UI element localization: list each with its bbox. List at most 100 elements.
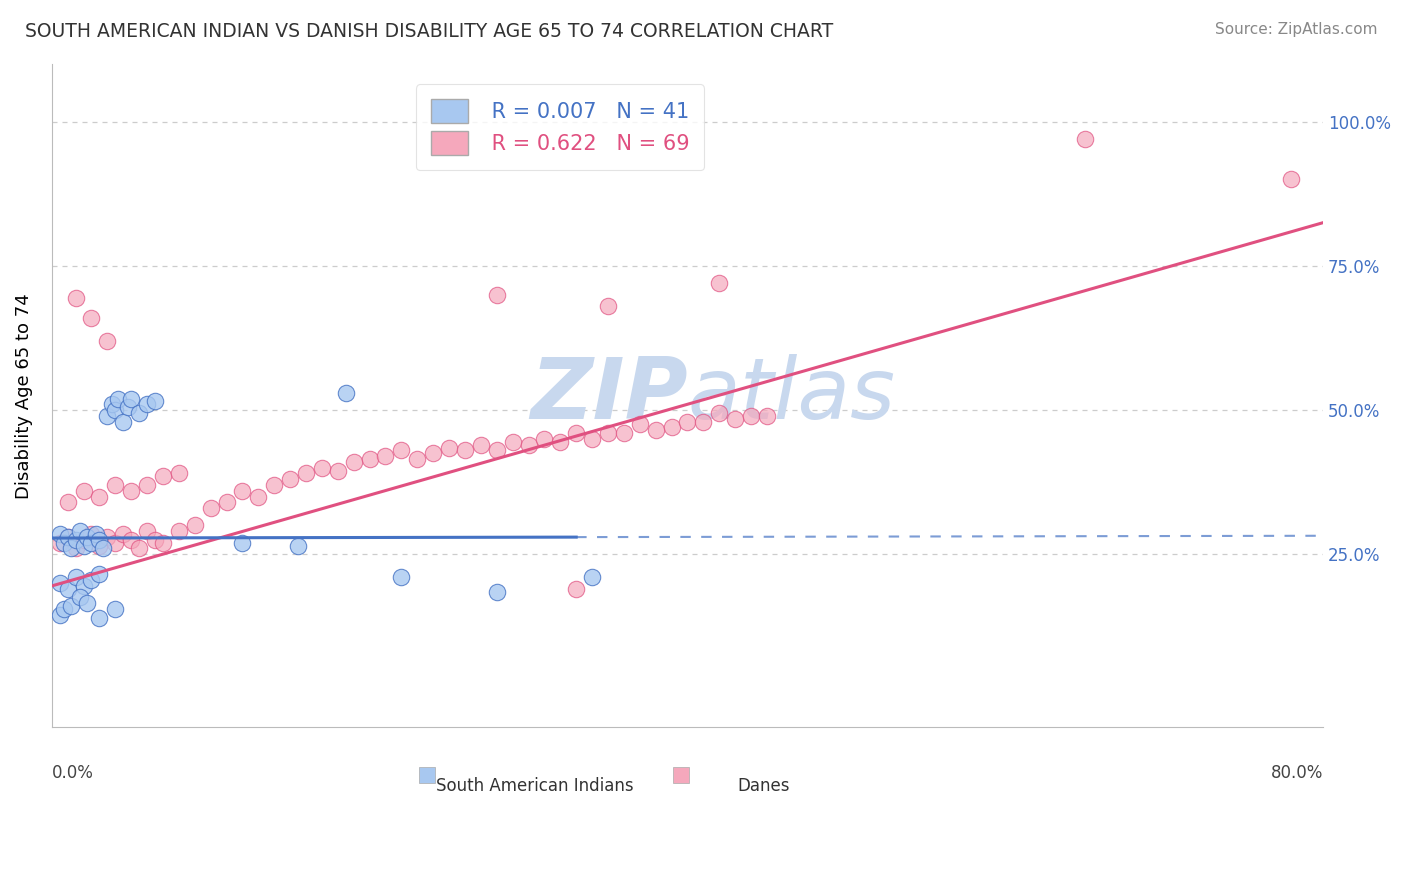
Point — [80, 310, 103, 325]
Point — [104, 478, 127, 492]
Point — [184, 518, 207, 533]
Point — [128, 406, 150, 420]
Point — [80, 535, 103, 549]
Point — [143, 533, 166, 547]
Point — [152, 469, 174, 483]
Point — [343, 455, 366, 469]
Text: Danes: Danes — [738, 777, 790, 795]
Point — [48, 576, 70, 591]
Point — [565, 582, 588, 596]
Point — [485, 287, 508, 301]
Point — [72, 539, 94, 553]
Point — [128, 541, 150, 556]
Point — [143, 394, 166, 409]
Point — [517, 437, 540, 451]
Point — [72, 533, 94, 547]
Point — [167, 467, 190, 481]
Point — [231, 535, 253, 549]
Point — [65, 291, 87, 305]
Point — [485, 443, 508, 458]
Point — [117, 400, 139, 414]
Point — [69, 524, 91, 538]
Point — [287, 539, 309, 553]
Text: South American Indians: South American Indians — [436, 777, 634, 795]
Point — [56, 495, 79, 509]
Point — [112, 527, 135, 541]
Point — [389, 570, 412, 584]
Point — [167, 524, 190, 538]
Point — [53, 535, 76, 549]
Point — [263, 478, 285, 492]
Point — [1279, 172, 1302, 186]
Point — [136, 524, 159, 538]
Point — [709, 276, 731, 290]
Point — [107, 392, 129, 406]
Point — [89, 610, 111, 624]
Point — [89, 490, 111, 504]
Point — [1074, 132, 1097, 146]
Y-axis label: Disability Age 65 to 74: Disability Age 65 to 74 — [15, 293, 32, 499]
Text: 80.0%: 80.0% — [1271, 764, 1323, 781]
Point — [724, 411, 747, 425]
Point — [89, 539, 111, 553]
Point — [550, 434, 572, 449]
Point — [470, 437, 492, 451]
Point — [596, 299, 619, 313]
Point — [112, 415, 135, 429]
Point — [406, 452, 429, 467]
Point — [359, 452, 381, 467]
Point — [101, 397, 124, 411]
Point — [231, 483, 253, 498]
Point — [644, 423, 666, 437]
Point — [104, 403, 127, 417]
Point — [48, 527, 70, 541]
Point — [454, 443, 477, 458]
Point — [152, 535, 174, 549]
Point — [69, 591, 91, 605]
Point — [136, 397, 159, 411]
Point — [65, 533, 87, 547]
Point — [533, 432, 555, 446]
Point — [53, 602, 76, 616]
Point — [72, 579, 94, 593]
Point — [89, 533, 111, 547]
Point — [56, 530, 79, 544]
Point — [437, 441, 460, 455]
Point — [72, 483, 94, 498]
Point — [120, 483, 142, 498]
Point — [389, 443, 412, 458]
Point — [59, 599, 82, 613]
Point — [613, 426, 636, 441]
Point — [596, 426, 619, 441]
Point — [80, 527, 103, 541]
Point — [295, 467, 318, 481]
Point — [661, 420, 683, 434]
Point — [200, 501, 222, 516]
Point — [502, 434, 524, 449]
Point — [676, 415, 699, 429]
Point — [59, 541, 82, 556]
Point — [48, 607, 70, 622]
Text: SOUTH AMERICAN INDIAN VS DANISH DISABILITY AGE 65 TO 74 CORRELATION CHART: SOUTH AMERICAN INDIAN VS DANISH DISABILI… — [25, 22, 834, 41]
Point — [104, 535, 127, 549]
Point — [335, 385, 357, 400]
Text: Source: ZipAtlas.com: Source: ZipAtlas.com — [1215, 22, 1378, 37]
Point — [136, 478, 159, 492]
Point — [311, 460, 333, 475]
Point — [96, 334, 118, 348]
Point — [709, 406, 731, 420]
Point — [48, 535, 70, 549]
Point — [628, 417, 651, 432]
Point — [485, 584, 508, 599]
Point — [278, 472, 301, 486]
Point — [755, 409, 778, 423]
Point — [96, 530, 118, 544]
Point — [565, 426, 588, 441]
Text: atlas: atlas — [688, 354, 896, 437]
Text: ZIP: ZIP — [530, 354, 688, 437]
Point — [80, 573, 103, 587]
Point — [65, 541, 87, 556]
Point — [56, 530, 79, 544]
Point — [120, 533, 142, 547]
Legend:  R = 0.007   N = 41,  R = 0.622   N = 69: R = 0.007 N = 41, R = 0.622 N = 69 — [416, 85, 704, 170]
